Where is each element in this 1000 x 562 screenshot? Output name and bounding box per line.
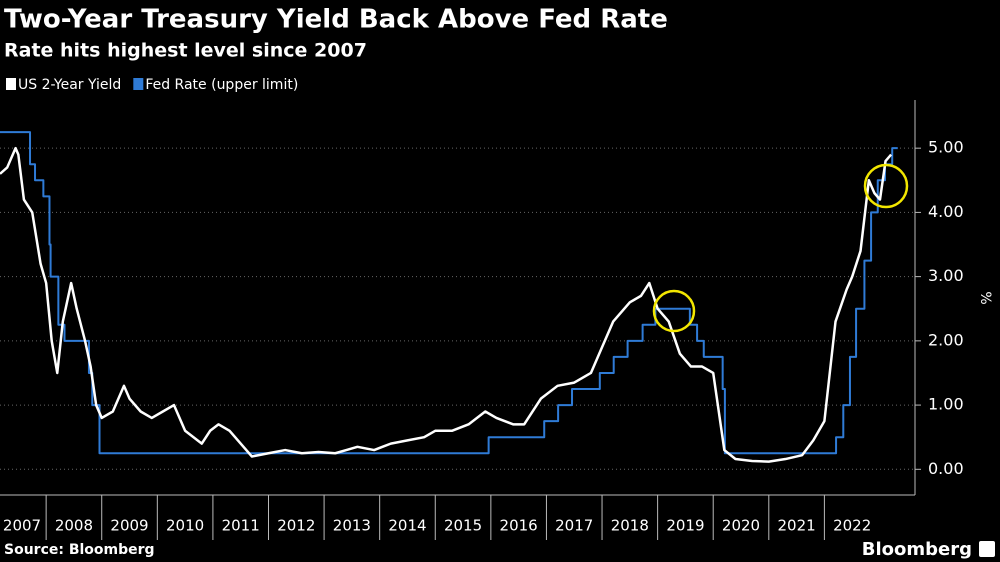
- line: [0, 146, 893, 463]
- legend-label: Fed Rate (upper limit): [145, 77, 298, 93]
- y-axis-label: %: [977, 291, 993, 304]
- chart-title: Two-Year Treasury Yield Back Above Fed R…: [4, 5, 668, 35]
- highlight-circle: [652, 289, 696, 333]
- x-tick-label: 2021: [778, 517, 816, 535]
- x-tick-label: 2010: [166, 517, 204, 535]
- brand: Bloomberg: [862, 539, 972, 560]
- highlight-circle: [863, 163, 909, 209]
- y-tick-label: 4.00: [928, 202, 964, 221]
- x-tick-label: 2017: [555, 517, 593, 535]
- y-tick-label: 0.00: [928, 459, 964, 478]
- source: Source: Bloomberg: [4, 542, 155, 558]
- x-tick-label: 2022: [833, 517, 871, 535]
- y-tick-label: 1.00: [928, 395, 964, 414]
- x-tick-label: 2016: [500, 517, 538, 535]
- x-tick-label: 2007: [3, 517, 41, 535]
- x-tick-label: 2019: [666, 517, 704, 535]
- x-tick-label: 2008: [55, 517, 93, 535]
- y-tick-label: 5.00: [928, 138, 964, 157]
- legend-swatch: [133, 78, 144, 90]
- x-tick-label: 2018: [611, 517, 649, 535]
- x-tick-label: 2012: [277, 517, 315, 535]
- x-tick-label: 2013: [333, 517, 371, 535]
- x-tick-label: 2011: [222, 517, 260, 535]
- x-tick-label: 2009: [110, 517, 148, 535]
- step-line: [0, 131, 898, 455]
- x-tick-label: 2015: [444, 517, 482, 535]
- chart-subtitle: Rate hits highest level since 2007: [4, 40, 367, 62]
- brand-icon: [979, 541, 995, 557]
- legend-swatch: [6, 78, 16, 90]
- x-tick-label: 2014: [388, 517, 426, 535]
- y-tick-label: 3.00: [928, 266, 964, 285]
- legend-label: US 2-Year Yield: [18, 77, 121, 93]
- y-tick-label: 2.00: [928, 330, 964, 349]
- x-tick-label: 2020: [722, 517, 760, 535]
